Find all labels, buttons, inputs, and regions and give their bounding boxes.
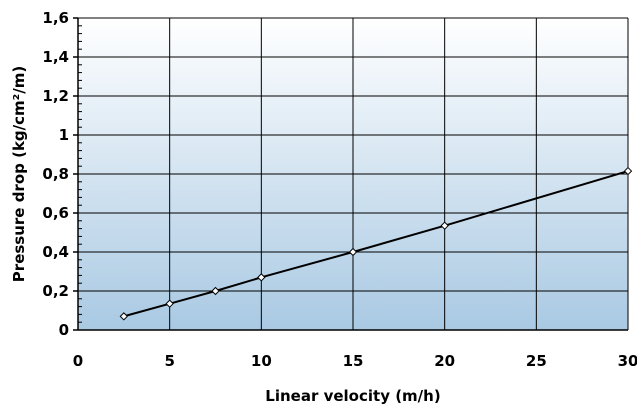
- series-group: [119, 166, 633, 321]
- axes: [73, 17, 628, 331]
- y-tick-label: 1: [59, 126, 69, 144]
- y-tick-label: 0,2: [42, 282, 69, 300]
- y-tick-label: 0,4: [42, 243, 69, 261]
- y-tick-label: 0: [59, 321, 69, 339]
- data-point-marker: [211, 286, 220, 296]
- x-tick-label: 0: [73, 352, 83, 370]
- data-point-marker: [165, 299, 174, 308]
- y-tick-label: 1,2: [42, 87, 69, 105]
- y-axis-tick-labels: 0 0,2 0,4 0,6 0,8 1 1,2 1,4 1,6: [42, 9, 69, 339]
- x-axis-title: Linear velocity (m/h): [265, 387, 440, 405]
- x-tick-label: 30: [618, 352, 637, 370]
- y-axis-title: Pressure drop (kg/cm²/m): [10, 66, 28, 282]
- x-tick-label: 25: [526, 352, 547, 370]
- x-tick-label: 15: [343, 352, 364, 370]
- y-tick-label: 1,4: [42, 48, 69, 66]
- gridlines: [78, 17, 629, 330]
- data-point-marker: [623, 166, 633, 176]
- y-tick-label: 1,6: [42, 9, 69, 27]
- y-tick-label: 0,8: [42, 165, 69, 183]
- data-point-marker: [119, 312, 129, 321]
- y-tick-label: 0,6: [42, 204, 69, 222]
- data-point-marker: [348, 247, 358, 257]
- x-axis-tick-labels: 0 5 10 15 20 25 30: [73, 352, 637, 370]
- x-tick-label: 20: [434, 352, 455, 370]
- x-tick-label: 10: [251, 352, 272, 370]
- data-point-marker: [257, 273, 266, 282]
- data-point-marker: [440, 221, 449, 230]
- x-tick-label: 5: [164, 352, 174, 370]
